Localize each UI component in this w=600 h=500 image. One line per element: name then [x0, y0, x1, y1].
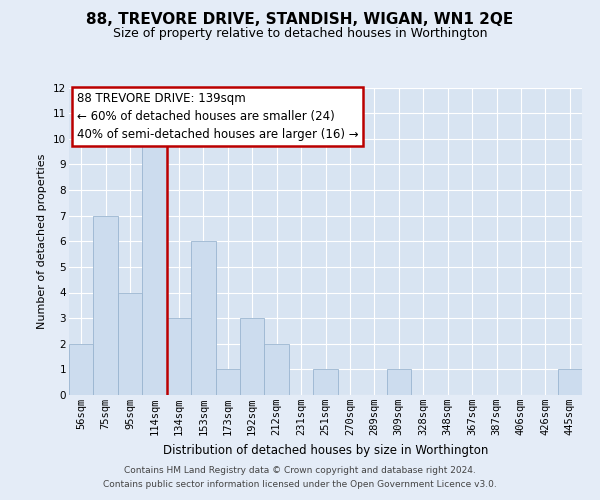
- Bar: [313, 370, 338, 395]
- Bar: [240, 318, 265, 395]
- Text: Size of property relative to detached houses in Worthington: Size of property relative to detached ho…: [113, 28, 487, 40]
- Text: Contains public sector information licensed under the Open Government Licence v3: Contains public sector information licen…: [103, 480, 497, 489]
- Text: Contains HM Land Registry data © Crown copyright and database right 2024.: Contains HM Land Registry data © Crown c…: [124, 466, 476, 475]
- Y-axis label: Number of detached properties: Number of detached properties: [37, 154, 47, 329]
- Bar: [215, 370, 240, 395]
- X-axis label: Distribution of detached houses by size in Worthington: Distribution of detached houses by size …: [163, 444, 488, 456]
- Bar: [94, 216, 118, 395]
- Bar: [386, 370, 411, 395]
- Bar: [142, 138, 167, 395]
- Text: 88 TREVORE DRIVE: 139sqm
← 60% of detached houses are smaller (24)
40% of semi-d: 88 TREVORE DRIVE: 139sqm ← 60% of detach…: [77, 92, 358, 141]
- Bar: [69, 344, 94, 395]
- Bar: [118, 292, 142, 395]
- Text: 88, TREVORE DRIVE, STANDISH, WIGAN, WN1 2QE: 88, TREVORE DRIVE, STANDISH, WIGAN, WN1 …: [86, 12, 514, 28]
- Bar: [191, 242, 215, 395]
- Bar: [557, 370, 582, 395]
- Bar: [265, 344, 289, 395]
- Bar: [167, 318, 191, 395]
